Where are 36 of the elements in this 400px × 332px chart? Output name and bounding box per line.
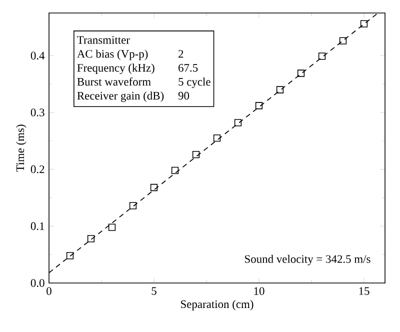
- annotation: 67.5: [178, 64, 198, 72]
- point: [213, 134, 221, 142]
- y-tick-label: 0.1: [30, 222, 44, 230]
- x-axis-title: Separation (cm): [181, 300, 254, 310]
- x-tick-label: 15: [359, 287, 370, 295]
- y-axis-title: Time (ms): [16, 124, 26, 172]
- annotation: 5 cycle: [178, 78, 210, 88]
- point: [66, 252, 74, 260]
- point: [318, 52, 326, 60]
- annotation: AC bias (Vp-p): [77, 50, 148, 60]
- point: [339, 37, 347, 44]
- point: [171, 166, 179, 174]
- annotation: Receiver gain (dB): [77, 92, 164, 102]
- point: [192, 150, 200, 158]
- y-tick-label: 0.2: [30, 165, 44, 174]
- point: [150, 184, 158, 192]
- point: [87, 235, 95, 242]
- y-tick-label: 0.0: [30, 279, 44, 287]
- point: [255, 102, 263, 110]
- y-tick-label: 0.4: [30, 52, 45, 60]
- y-tick-label: 0.3: [30, 108, 44, 116]
- point: [276, 86, 284, 94]
- annotation: Sound velocity = 342.5 m/s: [245, 254, 370, 266]
- annotation: 2: [178, 50, 184, 58]
- annotation: Transmitter: [77, 36, 130, 44]
- point: [108, 224, 116, 231]
- x-tick-label: 5: [152, 287, 156, 295]
- x-tick-label: 10: [254, 287, 264, 295]
- point: [234, 119, 242, 126]
- point: [297, 70, 305, 77]
- point: [129, 202, 137, 210]
- annotation: Frequency (kHz): [77, 64, 154, 74]
- x-tick-label: 0: [46, 287, 52, 295]
- point: [360, 20, 368, 28]
- annotation: Burst waveform: [77, 77, 151, 86]
- annotation: 90: [178, 92, 190, 100]
